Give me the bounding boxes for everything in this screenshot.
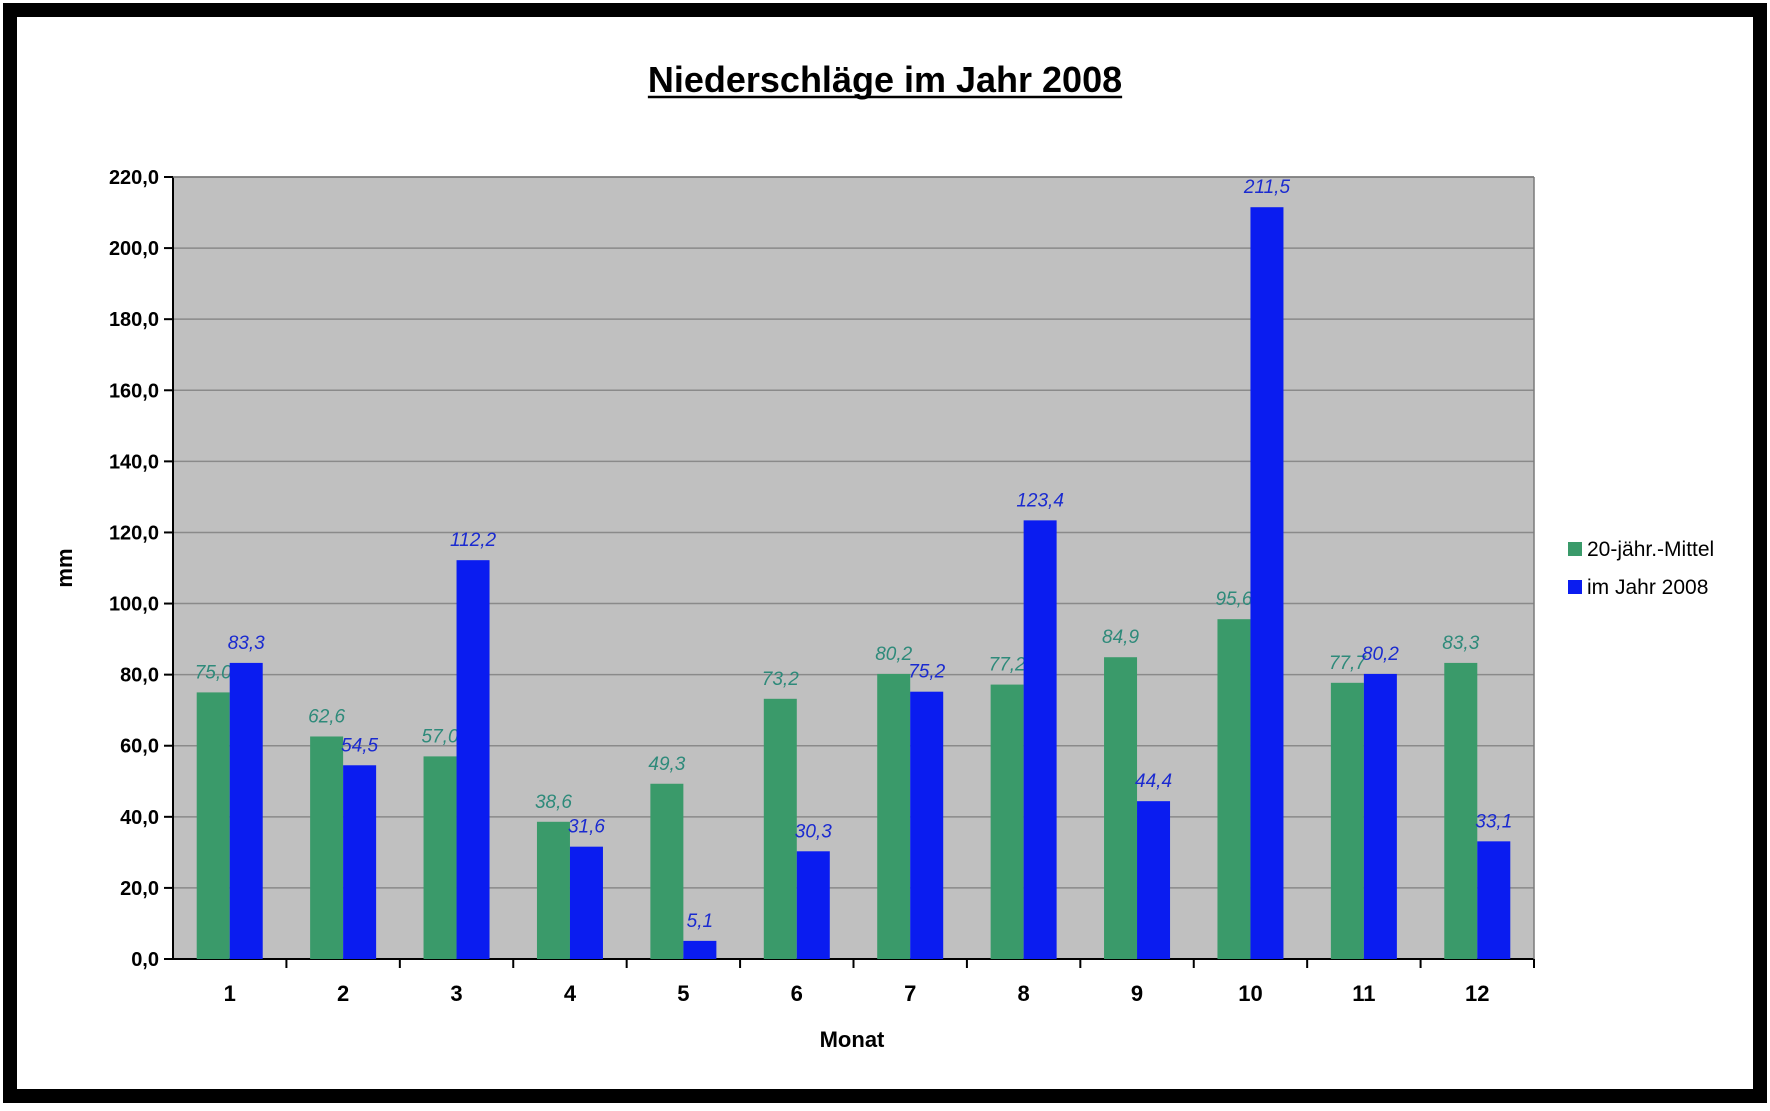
bar-jahr2008 [910, 691, 944, 959]
bar-jahr2008 [229, 662, 263, 959]
data-label: 44,4 [1135, 771, 1172, 792]
legend-swatch [1568, 580, 1582, 594]
bar-mittel [536, 821, 570, 959]
x-tick-label: 8 [1018, 981, 1030, 1006]
legend-label: im Jahr 2008 [1587, 576, 1708, 599]
data-label: 62,6 [308, 706, 345, 727]
data-label: 73,2 [762, 669, 799, 690]
data-label: 5,1 [687, 911, 713, 932]
bar-mittel [1330, 682, 1364, 959]
bar-jahr2008 [456, 560, 490, 959]
y-tick-label: 200,0 [109, 238, 159, 260]
bar-mittel [196, 692, 230, 959]
bar-mittel [877, 673, 911, 959]
data-label: 80,2 [875, 644, 912, 665]
y-tick-label: 20,0 [120, 878, 159, 900]
bar-jahr2008 [683, 940, 717, 959]
bar-jahr2008 [569, 846, 603, 959]
data-label: 33,1 [1475, 811, 1512, 832]
data-label: 83,3 [228, 633, 265, 654]
bar-mittel [1104, 657, 1138, 959]
bar-jahr2008 [1477, 841, 1511, 959]
legend: 20-jähr.-Mittel im Jahr 2008 [1568, 538, 1714, 599]
bar-jahr2008 [1363, 673, 1397, 959]
x-tick-label: 11 [1352, 981, 1375, 1006]
plot-area: 0,0 20,0 40,0 60,0 80,0 100,0 120,0 140,0 160,0 1… [109, 167, 1535, 1006]
x-tick-label: 9 [1131, 981, 1143, 1006]
y-tick-label: 160,0 [109, 380, 159, 402]
data-label: 75,0 [195, 662, 232, 683]
x-tick-label: 2 [337, 981, 349, 1006]
x-tick-label: 10 [1238, 981, 1262, 1006]
legend-label: 20-jähr.-Mittel [1587, 538, 1714, 561]
bar-mittel [1444, 662, 1478, 959]
data-label: 38,6 [535, 792, 572, 813]
data-label: 75,2 [908, 662, 945, 683]
bar-mittel [990, 684, 1024, 959]
data-label: 30,3 [795, 821, 832, 842]
bar-mittel [310, 736, 344, 959]
x-tick-label: 3 [450, 981, 462, 1006]
y-tick-label: 100,0 [109, 594, 159, 616]
y-tick-label: 80,0 [120, 665, 159, 687]
bar-mittel [650, 783, 684, 959]
data-label: 83,3 [1442, 633, 1479, 654]
x-tick-label: 5 [677, 981, 689, 1006]
data-label: 123,4 [1016, 490, 1064, 511]
data-label: 77,2 [989, 655, 1026, 676]
legend-swatch [1568, 542, 1582, 556]
data-label: 80,2 [1362, 644, 1399, 665]
bar-mittel [423, 756, 457, 959]
data-label: 211,5 [1243, 177, 1291, 198]
data-label: 84,9 [1102, 627, 1139, 648]
bar-jahr2008 [796, 851, 830, 959]
y-tick-label: 120,0 [109, 522, 159, 544]
bar-jahr2008 [1137, 801, 1171, 959]
data-label: 49,3 [648, 754, 685, 775]
data-label: 77,7 [1329, 653, 1367, 674]
y-tick-label: 0,0 [131, 949, 159, 971]
x-tick-label: 6 [791, 981, 803, 1006]
y-axis-title: mm [52, 548, 77, 587]
data-label: 31,6 [568, 817, 605, 838]
y-tick-label: 220,0 [109, 167, 159, 189]
x-tick-label: 1 [224, 981, 236, 1006]
y-tick-label: 180,0 [109, 309, 159, 331]
bar-mittel [763, 698, 797, 959]
bar-jahr2008 [1023, 520, 1057, 959]
x-axis-title: Monat [820, 1027, 885, 1052]
chart-title: Niederschläge im Jahr 2008 [648, 59, 1122, 100]
y-tick-label: 40,0 [120, 807, 159, 829]
data-label: 54,5 [341, 735, 378, 756]
title-group: Niederschläge im Jahr 2008 [647, 59, 1123, 100]
data-label: 95,6 [1215, 589, 1252, 610]
x-tick-label: 7 [904, 981, 916, 1006]
x-tick-label: 12 [1465, 981, 1489, 1006]
data-label: 57,0 [422, 726, 459, 747]
bar-jahr2008 [1250, 207, 1284, 960]
x-tick-label: 4 [564, 981, 577, 1006]
bar-mittel [1217, 619, 1251, 959]
y-tick-label: 60,0 [120, 736, 159, 758]
bar-jahr2008 [343, 765, 377, 959]
data-label: 112,2 [450, 530, 497, 551]
y-tick-label: 140,0 [109, 451, 159, 473]
plot-background [173, 177, 1534, 959]
